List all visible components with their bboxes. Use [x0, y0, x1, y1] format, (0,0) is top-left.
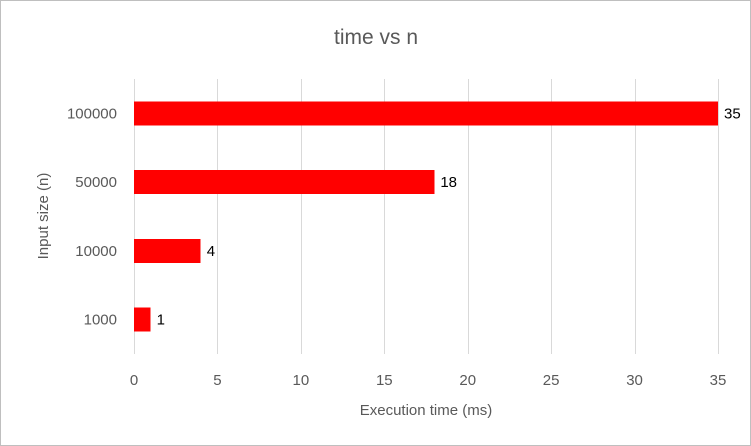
x-axis-title: Execution time (ms) — [360, 402, 493, 419]
bar-10000 — [134, 238, 201, 263]
data-labels: 1 4 18 35 — [157, 105, 741, 328]
y-axis-title: Input size (n) — [35, 173, 52, 260]
bars — [134, 101, 718, 332]
chart-title: time vs n — [334, 26, 418, 49]
x-tick-label: 15 — [376, 372, 393, 389]
x-tick-label: 20 — [459, 372, 476, 389]
data-label-100000: 35 — [724, 105, 741, 122]
y-tick-label-10000: 10000 — [75, 243, 117, 260]
x-tick-label: 35 — [710, 372, 727, 389]
x-tick-label: 0 — [130, 372, 138, 389]
x-tick-label: 5 — [213, 372, 221, 389]
x-tick-label: 30 — [626, 372, 643, 389]
x-axis-ticks: 0 5 10 15 20 25 30 35 — [130, 372, 727, 389]
y-tick-label-50000: 50000 — [75, 174, 117, 191]
data-label-10000: 4 — [207, 243, 215, 260]
bar-1000 — [134, 307, 151, 332]
data-label-50000: 18 — [440, 174, 457, 191]
y-tick-label-1000: 1000 — [84, 312, 117, 329]
bar-50000 — [134, 170, 435, 195]
data-label-1000: 1 — [157, 312, 165, 329]
x-tick-label: 10 — [293, 372, 310, 389]
y-tick-label-100000: 100000 — [67, 105, 117, 122]
x-tick-label: 25 — [543, 372, 560, 389]
bar-100000 — [134, 101, 718, 126]
y-axis-ticks: 1000 10000 50000 100000 — [67, 105, 117, 328]
